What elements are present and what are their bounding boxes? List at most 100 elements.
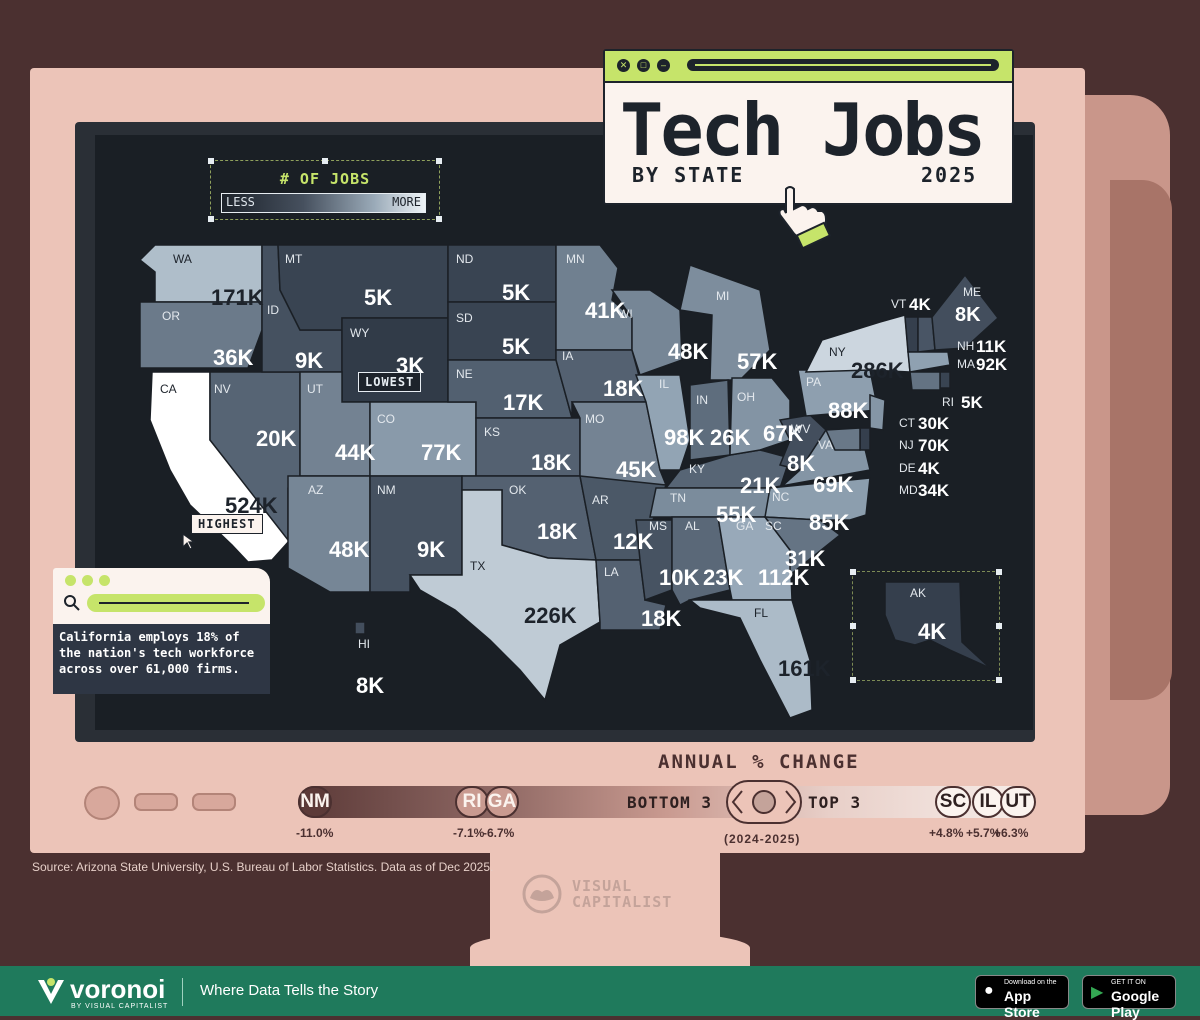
window-dot-icon bbox=[99, 575, 110, 586]
page-year: 2025 bbox=[921, 163, 978, 187]
state-abbr-ct: CT bbox=[899, 416, 916, 430]
minimize-icon: – bbox=[657, 59, 670, 72]
state-value-oh: 67K bbox=[763, 421, 803, 446]
state-ma bbox=[907, 351, 951, 373]
state-value-ma: 92K bbox=[976, 355, 1008, 374]
annual-change-pill-ga: GA bbox=[485, 786, 519, 818]
state-abbr-wi: WI bbox=[618, 307, 633, 321]
app-store-button[interactable]: ● Download on the App Store bbox=[975, 975, 1069, 1020]
state-abbr-wv: WV bbox=[791, 422, 810, 436]
annual-change-title: ANNUAL % CHANGE bbox=[658, 751, 860, 773]
annual-change-pill-nm: NM bbox=[298, 786, 332, 818]
close-icon: ✕ bbox=[617, 59, 630, 72]
state-abbr-id: ID bbox=[267, 303, 279, 317]
state-abbr-ak: AK bbox=[910, 586, 926, 600]
state-abbr-ne: NE bbox=[456, 367, 473, 381]
state-abbr-in: IN bbox=[696, 393, 708, 407]
legend-handle bbox=[208, 158, 214, 164]
state-value-md: 34K bbox=[918, 481, 950, 500]
title-window-bar: ✕ □ – bbox=[605, 51, 1012, 83]
state-abbr-va: VA bbox=[818, 438, 833, 452]
map-legend: # OF JOBS LESS MORE bbox=[208, 158, 442, 222]
annual-change-value-nm: -11.0% bbox=[296, 826, 334, 840]
state-az bbox=[287, 475, 371, 593]
state-value-il: 98K bbox=[664, 425, 704, 450]
state-value-ri: 5K bbox=[961, 393, 983, 412]
app-store-label: App Store bbox=[1004, 988, 1040, 1020]
play-icon: ▶ bbox=[1091, 984, 1104, 1001]
search-icon bbox=[64, 595, 80, 611]
state-value-az: 48K bbox=[329, 537, 369, 562]
state-value-sc: 31K bbox=[785, 546, 825, 571]
state-md bbox=[824, 427, 861, 451]
state-abbr-il: IL bbox=[659, 377, 669, 391]
state-value-wi: 48K bbox=[668, 339, 708, 364]
state-value-ga: 112K bbox=[758, 565, 809, 590]
state-abbr-ny: NY bbox=[829, 345, 846, 359]
state-abbr-md: MD bbox=[899, 483, 918, 497]
annual-change-period: (2024-2025) bbox=[724, 832, 801, 846]
alaska-inset-frame bbox=[850, 569, 1002, 683]
vc-logo-line2: CAPITALIST bbox=[572, 893, 673, 911]
state-value-ne: 17K bbox=[503, 390, 543, 415]
state-value-vt: 4K bbox=[909, 295, 931, 314]
cursor-arrow-icon bbox=[182, 532, 196, 550]
state-value-ok: 18K bbox=[537, 519, 577, 544]
apple-icon: ● bbox=[984, 982, 994, 999]
slider-knob bbox=[726, 780, 802, 824]
cursor-hand-icon bbox=[778, 186, 832, 247]
state-value-or: 36K bbox=[213, 345, 253, 370]
state-value-nc: 85K bbox=[809, 510, 849, 535]
state-abbr-nd: ND bbox=[456, 252, 474, 266]
legend-less-label: LESS bbox=[226, 195, 255, 209]
state-value-nh: 11K bbox=[976, 337, 1007, 356]
page-subtitle: BY STATE bbox=[632, 163, 745, 187]
annual-change-pill-ut: UT bbox=[1000, 786, 1036, 818]
callout-search-row bbox=[63, 594, 265, 614]
state-value-mi: 57K bbox=[737, 349, 777, 374]
state-value-fl: 161K bbox=[778, 656, 831, 681]
state-abbr-nc: NC bbox=[772, 490, 790, 504]
legend-more-label: MORE bbox=[392, 195, 421, 209]
state-abbr-ca: CA bbox=[160, 382, 177, 396]
state-value-nd: 5K bbox=[502, 280, 530, 305]
source-note: Source: Arizona State University, U.S. B… bbox=[32, 860, 494, 874]
top-3-label: TOP 3 bbox=[808, 793, 862, 812]
california-callout: California employs 18% of the nation's t… bbox=[53, 588, 270, 694]
state-value-co: 77K bbox=[421, 440, 461, 465]
annual-change-pill-sc: SC bbox=[935, 786, 971, 818]
annual-change-track bbox=[298, 786, 1036, 818]
state-abbr-az: AZ bbox=[308, 483, 323, 497]
state-abbr-mt: MT bbox=[285, 252, 303, 266]
monitor-stand-base bbox=[470, 930, 750, 966]
state-abbr-ky: KY bbox=[689, 462, 705, 476]
state-value-pa: 88K bbox=[828, 398, 868, 423]
callout-search-bar bbox=[87, 594, 265, 612]
footer-divider bbox=[182, 978, 183, 1006]
lowest-tag: LOWEST bbox=[358, 372, 422, 392]
state-value-ny: 286K bbox=[851, 358, 904, 383]
state-abbr-nj: NJ bbox=[899, 438, 914, 452]
state-abbr-oh: OH bbox=[737, 390, 755, 404]
annual-change-value-il: +5.7% bbox=[966, 826, 1001, 840]
callout-text: California employs 18% of the nation's t… bbox=[53, 624, 270, 694]
google-play-button[interactable]: ▶ GET IT ON Google Play bbox=[1082, 975, 1176, 1020]
state-value-nv: 20K bbox=[256, 426, 296, 451]
vc-logo-line1: VISUAL bbox=[572, 877, 633, 895]
state-abbr-ar: AR bbox=[592, 493, 609, 507]
footer-tagline: Where Data Tells the Story bbox=[200, 982, 379, 999]
state-abbr-ms: MS bbox=[649, 519, 667, 533]
state-value-ct: 30K bbox=[918, 414, 950, 433]
state-value-hi: 8K bbox=[356, 673, 384, 698]
maximize-icon: □ bbox=[637, 59, 650, 72]
legend-handle bbox=[436, 216, 442, 222]
state-abbr-mi: MI bbox=[716, 289, 729, 303]
voronoi-logo-icon bbox=[38, 978, 64, 1004]
state-abbr-wy: WY bbox=[350, 326, 369, 340]
google-play-small: GET IT ON bbox=[1111, 979, 1146, 986]
state-vt bbox=[904, 316, 919, 353]
state-abbr-fl: FL bbox=[754, 606, 768, 620]
legend-handle bbox=[322, 158, 328, 164]
state-sc bbox=[763, 516, 842, 577]
page-title: Tech Jobs bbox=[620, 88, 986, 172]
